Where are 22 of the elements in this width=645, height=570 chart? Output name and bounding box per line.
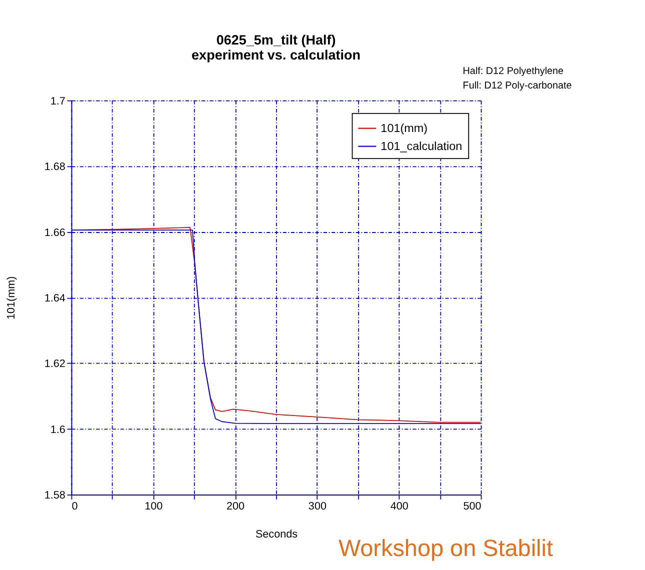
x-tick-label: 300: [308, 500, 326, 512]
y-tick-label: 1.58: [44, 490, 66, 502]
y-tick-label: 1.62: [44, 358, 66, 370]
y-tick-label: 1.66: [44, 226, 66, 239]
y-tick-label: 1.6: [50, 424, 66, 436]
x-tick-label: 200: [226, 500, 245, 512]
x-tick-label: 0: [72, 500, 78, 512]
legend-label: 101_calculation: [380, 140, 462, 153]
x-tick-label: 500: [463, 500, 482, 512]
text: 0625_5m_tilt (Half): [216, 32, 336, 48]
x-axis-title: Seconds: [255, 528, 298, 540]
y-tick-label: 1.7: [50, 95, 66, 108]
y-tick-label: 1.64: [44, 292, 66, 305]
text: Full: D12 Poly-carbonate: [462, 80, 572, 92]
y-tick-label: 1.68: [44, 161, 66, 174]
text: experiment vs. calculation: [192, 48, 361, 63]
x-tick-label: 100: [144, 500, 163, 512]
text: Workshop on Stabilit: [338, 534, 554, 561]
y-axis-title: 101(mm): [6, 276, 18, 320]
text: Half: D12 Polyethylene: [462, 66, 564, 78]
x-tick-label: 400: [390, 500, 408, 512]
legend-label: 101(mm): [380, 122, 428, 135]
